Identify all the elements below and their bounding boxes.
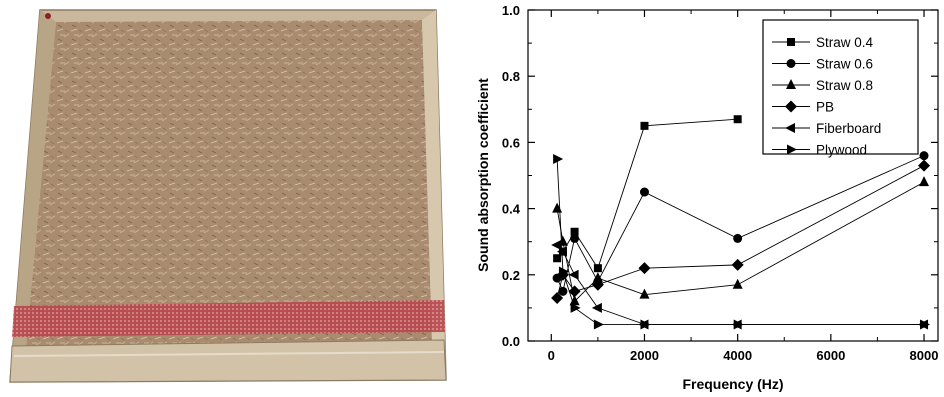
data-point — [640, 319, 651, 330]
data-point — [570, 233, 580, 243]
legend-label: Fiberboard — [816, 121, 881, 136]
data-point — [920, 319, 931, 330]
y-axis-label: Sound absorption coefficient — [475, 78, 491, 272]
y-tick-label: 1.0 — [502, 3, 520, 18]
data-point — [638, 262, 651, 275]
legend-entry: Fiberboard — [772, 121, 881, 136]
data-point — [558, 286, 568, 296]
data-point — [639, 187, 649, 197]
data-point — [568, 269, 579, 280]
data-point — [551, 291, 564, 304]
series-straw-0-6 — [552, 151, 929, 296]
data-point — [593, 264, 602, 273]
frame-inner-left — [10, 10, 56, 382]
data-point — [732, 278, 743, 289]
data-point — [591, 278, 604, 291]
y-tick-label: 0.6 — [502, 135, 520, 150]
data-point — [592, 272, 603, 283]
legend-label: Straw 0.8 — [816, 78, 873, 93]
y-tick-label: 0.2 — [502, 268, 520, 283]
legend-label: Straw 0.4 — [816, 35, 874, 50]
data-point — [591, 302, 602, 313]
data-point — [553, 153, 564, 164]
legend-entry: Straw 0.8 — [772, 78, 873, 93]
series-plywood — [553, 153, 931, 330]
legend-marker — [787, 144, 797, 155]
data-point — [639, 288, 650, 299]
y-tick-label: 0.8 — [502, 69, 520, 84]
x-tick-label: 0 — [548, 348, 555, 363]
data-point — [593, 319, 604, 330]
legend-marker — [785, 100, 797, 113]
data-point — [919, 151, 929, 161]
legend-marker — [786, 59, 796, 68]
legend-marker — [785, 123, 795, 133]
legend-label: Plywood — [816, 143, 867, 158]
legend-entry: PB — [772, 100, 834, 115]
absorption-chart: 0 2000 4000 6000 8000 0.0 0.2 0.4 0.6 0.8 1.0 Stra… — [475, 3, 939, 392]
data-point — [640, 121, 649, 130]
data-point — [558, 266, 569, 277]
straw-board-photo — [9, 9, 447, 383]
y-tick-label: 0.0 — [502, 334, 520, 349]
legend-entry: Straw 0.6 — [772, 57, 873, 72]
data-point — [733, 233, 743, 243]
data-point — [918, 159, 931, 172]
data-point — [570, 227, 579, 236]
data-point — [553, 254, 562, 263]
series-line — [556, 165, 925, 299]
data-point — [552, 202, 563, 213]
x-tick-label: 2000 — [630, 348, 659, 363]
data-point — [919, 176, 930, 187]
data-point — [570, 302, 581, 313]
data-point — [568, 285, 581, 298]
data-point — [733, 319, 744, 330]
frame-inner-right — [422, 10, 446, 380]
x-tick-label: 8000 — [910, 348, 939, 363]
legend-entry: Plywood — [772, 143, 867, 158]
tape-band — [12, 300, 445, 337]
legend-label: PB — [816, 100, 834, 115]
x-tick-label: 4000 — [723, 348, 752, 363]
series-pb — [551, 159, 931, 304]
data-point — [551, 240, 562, 251]
data-point — [733, 115, 742, 124]
x-tick-label: 6000 — [816, 348, 845, 363]
corner-mark — [45, 13, 51, 19]
y-tick-label: 0.4 — [502, 202, 521, 217]
legend-entry: Straw 0.4 — [772, 35, 874, 50]
frame-front — [9, 339, 447, 383]
legend-marker — [786, 79, 796, 89]
legend-marker — [787, 38, 795, 46]
legend: Straw 0.4 Straw 0.6 Straw 0.8 PB Fiberboard P… — [762, 19, 919, 158]
straw-surface — [26, 20, 432, 346]
legend-label: Straw 0.6 — [816, 57, 873, 72]
data-point — [569, 295, 580, 306]
series-straw-0-8 — [552, 176, 930, 306]
data-point — [731, 258, 744, 271]
x-axis-label: Frequency (Hz) — [682, 376, 783, 392]
